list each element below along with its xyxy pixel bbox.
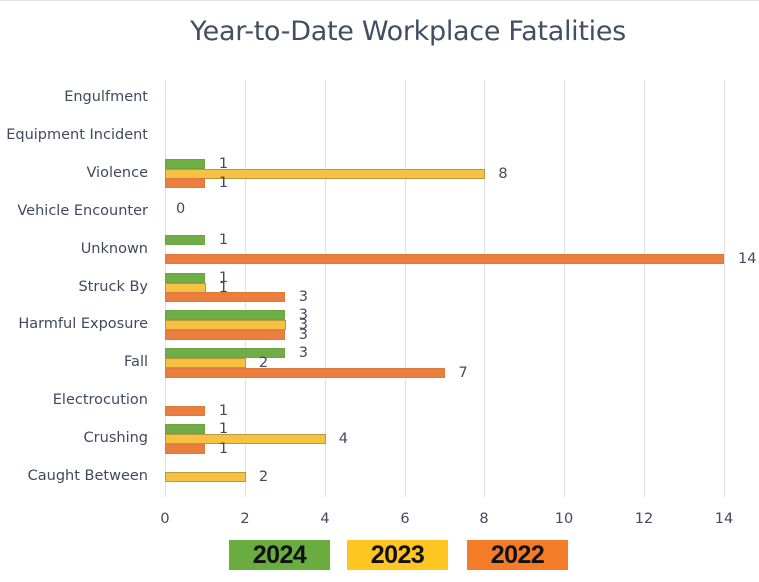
data-label: 2 <box>258 355 269 372</box>
gridline <box>245 80 246 497</box>
bar-2024 <box>165 310 285 321</box>
category-label: Electrocution <box>52 392 148 409</box>
x-tick-label: 6 <box>400 511 410 527</box>
data-label: 14 <box>738 250 757 267</box>
x-tick-label: 2 <box>240 511 250 527</box>
category-label: Violence <box>86 164 148 181</box>
gridline <box>484 80 485 497</box>
bar-2024 <box>165 158 205 169</box>
data-label: 3 <box>298 288 309 305</box>
category-label: Harmful Exposure <box>18 316 148 333</box>
legend-item-2022[interactable]: 2022 <box>467 540 568 570</box>
bar-2023 <box>165 358 246 369</box>
x-tick-label: 0 <box>160 511 170 527</box>
bar-2022 <box>165 329 285 340</box>
bar-2023 <box>165 168 486 179</box>
bar-2024 <box>165 348 285 359</box>
data-label: 4 <box>338 430 348 447</box>
category-label: Crushing <box>83 430 148 447</box>
data-label: 1 <box>218 440 229 457</box>
data-label: 3 <box>298 307 309 324</box>
top-border <box>0 0 759 1</box>
legend-item-2023[interactable]: 2023 <box>347 540 448 570</box>
data-label: 1 <box>218 155 229 172</box>
category-label: Unknown <box>80 240 148 257</box>
bar-2022 <box>165 405 205 416</box>
gridline <box>325 80 326 497</box>
gridline <box>405 80 406 497</box>
data-label: 3 <box>298 345 309 362</box>
data-label: 7 <box>458 364 468 381</box>
x-tick-label: 14 <box>714 511 734 527</box>
bar-2024 <box>165 424 205 435</box>
data-label: 3 <box>298 317 309 334</box>
x-tick-label: 10 <box>554 511 574 527</box>
category-label: Equipment Incident <box>6 126 148 143</box>
data-label: 8 <box>498 165 508 182</box>
x-tick-label: 12 <box>634 511 654 527</box>
data-label: 1 <box>218 402 229 419</box>
category-label: Fall <box>124 354 148 371</box>
bar-2022 <box>165 254 724 265</box>
x-tick-label: 4 <box>320 511 330 527</box>
data-label: 0 <box>176 200 186 217</box>
category-label: Caught Between <box>27 468 148 484</box>
bar-2024 <box>165 234 205 245</box>
gridline <box>564 80 565 497</box>
gridline <box>724 80 725 497</box>
data-label: 2 <box>258 468 269 485</box>
bar-2023 <box>165 472 246 482</box>
data-label: 3 <box>298 326 309 343</box>
bar-2023 <box>165 434 326 445</box>
data-label: 1 <box>218 420 229 437</box>
chart-title: Year-to-Date Workplace Fatalities <box>190 16 626 47</box>
category-label: Engulfment <box>64 89 148 105</box>
bar-2022 <box>165 292 285 302</box>
gridline <box>644 80 645 497</box>
category-label: Vehicle Encounter <box>17 202 148 219</box>
data-label: 1 <box>218 269 229 286</box>
data-label: 1 <box>218 175 229 192</box>
bar-2023 <box>165 320 286 331</box>
bar-2023 <box>165 282 206 293</box>
x-tick-label: 8 <box>479 511 489 527</box>
category-label: Struck By <box>78 278 148 295</box>
data-label: 1 <box>218 231 229 248</box>
bar-2024 <box>165 272 205 283</box>
bar-2022 <box>165 178 205 189</box>
bar-2022 <box>165 367 445 378</box>
legend-item-2024[interactable]: 2024 <box>229 540 330 570</box>
data-label: 1 <box>218 279 229 296</box>
bar-2022 <box>165 443 205 454</box>
